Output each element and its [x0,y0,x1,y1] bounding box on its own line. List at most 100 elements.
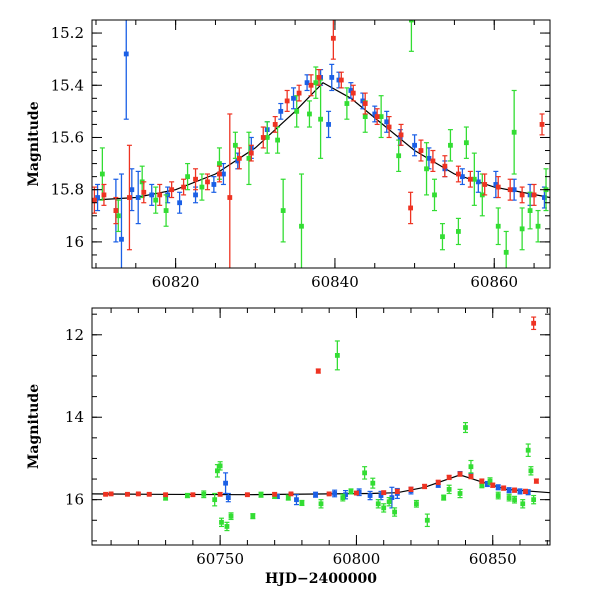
x-tick-label: 60850 [469,550,517,568]
data-point [248,144,254,162]
series-1 [163,340,537,532]
data-point [424,513,430,528]
data-point [381,490,387,496]
data-point [398,123,404,146]
data-point [446,474,452,481]
data-point [115,199,121,233]
data-point [217,491,223,497]
data-point [228,512,234,521]
data-point [522,488,528,495]
data-point [272,115,278,133]
y-tick-label: 15.6 [51,128,84,146]
x-tick-label: 60840 [311,273,359,291]
data-point [482,173,488,196]
data-point [334,340,340,371]
data-point [225,492,231,503]
top-panel: 60820 60840 60860 15.2 15.4 15.6 15.8 16 Magnitu… [26,19,551,291]
data-point [424,142,430,196]
data-point [353,490,359,496]
series-1 [99,20,549,268]
data-point [92,186,97,214]
plot-frame [91,307,551,546]
data-point [455,217,461,246]
data-point [506,487,512,494]
data-point [463,126,469,159]
plot-area [92,20,550,268]
data-point [501,485,507,491]
data-point [326,491,332,497]
series-2 [92,20,545,268]
data-point [374,108,380,126]
data-point [475,170,481,193]
series-2 [103,316,539,498]
data-point [329,63,335,92]
data-point [101,183,107,206]
data-point [435,479,441,486]
x-tick-label: 60750 [196,550,244,568]
data-point [531,183,537,206]
data-point [422,483,428,490]
data-point [484,480,490,488]
data-point [284,89,290,112]
data-point [201,490,207,499]
model-curve [92,81,550,201]
data-point [525,443,531,457]
y-axis-title: Magnitude [26,384,42,469]
y-tick-label: 16 [65,491,84,509]
data-point [527,191,533,230]
data-point [308,74,314,97]
data-point [217,461,223,471]
data-point [153,186,159,214]
plot-frame [91,19,551,269]
data-point [288,491,294,497]
data-point [441,494,447,501]
data-point [495,176,501,199]
data-point [512,495,518,504]
data-point [95,183,101,212]
data-point [506,493,512,502]
data-point [204,173,210,191]
data-point [503,230,509,268]
data-point [531,494,537,505]
data-point [193,168,199,191]
data-point [250,513,256,520]
data-point [531,316,537,331]
y-tick-label: 14 [65,408,84,426]
data-point [163,194,169,227]
x-tick-label: 60820 [152,273,200,291]
data-point [260,126,266,149]
data-point [135,491,141,497]
data-point [408,486,414,493]
data-point [330,20,336,60]
data-point [326,110,332,139]
data-point [177,191,183,214]
data-point [332,489,338,498]
data-point [490,482,496,488]
data-point [280,178,286,243]
data-point [467,170,473,188]
data-point [316,68,322,86]
y-tick-label: 15.8 [51,181,84,199]
data-point [340,493,346,502]
data-point [244,492,250,498]
data-point [181,178,187,196]
data-point [118,173,124,268]
data-point [447,129,453,162]
data-point [185,162,191,191]
data-point [367,490,373,501]
bottom-panel: 60750 60800 60850 12 14 16 Magnitude HJD−240000… [26,307,551,587]
data-point [157,183,163,206]
data-point [432,178,438,212]
data-point [495,484,501,491]
data-point [348,488,354,495]
data-point [362,92,368,115]
data-point [212,492,218,507]
data-point [169,181,175,199]
data-point [275,126,281,154]
plot-area [92,316,550,532]
data-point [520,499,526,509]
data-point [471,152,477,206]
data-point [184,492,190,499]
data-point [223,472,229,495]
data-point [356,488,362,497]
